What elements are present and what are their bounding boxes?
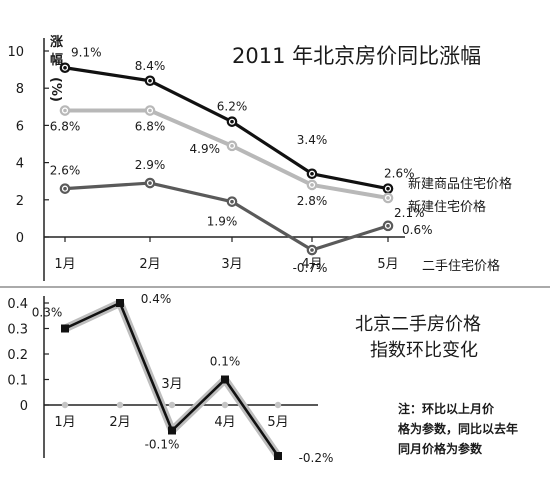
chart1-data-point-core	[63, 65, 67, 70]
chart1-legend-item: 二手住宅价格	[422, 258, 500, 274]
chart1-data-label: 2.9%	[135, 158, 166, 172]
chart2-data-point	[274, 452, 282, 460]
chart1-legend-item: 新建住宅价格	[408, 199, 486, 215]
chart1-data-point-core	[386, 224, 390, 228]
chart1-data-point-core	[310, 183, 314, 187]
chart2-ytick-label: 0.2	[7, 348, 28, 363]
chart1-xtick-label: 4月	[301, 257, 322, 272]
chart1-ylabel-line-1: 涨	[49, 35, 63, 50]
chart2-xtick-dot	[221, 401, 229, 409]
chart2-xtick-label: 4月	[214, 415, 235, 430]
chart1-data-label: 3.4%	[297, 133, 328, 147]
chart1-ytick-label: 2	[16, 194, 24, 209]
chart1-data-point-core	[386, 186, 390, 191]
chart2-title-line-2: 指数环比变化	[370, 340, 478, 361]
chart1-ytick-label: 10	[7, 45, 24, 60]
chart2-data-point	[221, 375, 229, 384]
chart1-series-3: 2.6% 2.9% 1.9% -0.7% 0.6%	[50, 158, 433, 275]
chart2-ytick-label: 0	[20, 399, 28, 414]
chart1-data-point-core	[230, 199, 234, 204]
chart2-xtick-dot	[61, 401, 69, 409]
chart1-series-2: 6.8% 6.8% 4.9% 2.8% 2.1%	[50, 105, 425, 220]
chart1-legend-item: 新建商品住宅价格	[408, 176, 512, 192]
chart2-note-line-2: 格为参数，同比以去年	[398, 421, 518, 436]
chart2-series-layer: 0.3% 0.4% -0.1% 0.1% -0.2%	[32, 292, 334, 465]
chart2-xtick-label: 3月	[161, 377, 182, 392]
chart1-data-point-core	[230, 144, 234, 148]
chart1-data-label: 1.9%	[207, 215, 238, 229]
chart1-data-label: 2.1%	[394, 206, 425, 220]
chart1-x-ticks: 1月 2月 3月 4月 5月	[54, 237, 399, 272]
chart2-series-1: 0.3% 0.4% -0.1% 0.1% -0.2%	[32, 292, 334, 465]
chart2-data-point	[168, 426, 176, 435]
chart1-data-point-core	[230, 119, 234, 124]
chart1-xtick-label: 3月	[221, 257, 242, 272]
chart2-xtick-dot	[116, 401, 124, 409]
chart1-xtick-label: 1月	[54, 257, 75, 272]
chart1-data-label: 4.9%	[190, 142, 221, 156]
chart1-data-label: 9.1%	[71, 46, 102, 60]
chart1-ytick-label: 4	[16, 157, 24, 172]
chart2-data-label: 0.3%	[32, 306, 63, 320]
chart2-data-label: -0.1%	[145, 438, 180, 452]
chart2-xtick-label: 5月	[267, 415, 288, 430]
chart1-data-point-core	[386, 196, 390, 200]
chart1-data-point-core	[148, 108, 152, 113]
chart1-ytick-label: 0	[16, 231, 24, 246]
chart1-xtick-label: 2月	[139, 257, 160, 272]
chart2-y-ticks: 0 0.1 0.2 0.3 0.4	[7, 297, 49, 414]
chart1-ylabel-line-3: (%)	[48, 77, 63, 102]
chart2-data-label: -0.2%	[299, 451, 334, 465]
chart1-data-point-core	[148, 181, 152, 185]
chart1-series-layer: 9.1% 8.4% 6.2% 3.4% 2.6% 6.8% 6.8% 4.9% 2.8% 2.1%…	[50, 46, 433, 275]
chart1-series-line	[64, 66, 389, 191]
chart1-data-label: 2.6%	[50, 164, 81, 178]
chart2-x-ticks: 1月 2月 3月 4月 5月	[54, 377, 288, 430]
chart-yoy-price-growth: 2011 年北京房价同比涨幅 涨 幅 (%) 0 2 4 6 8 10 1月 2月 3月 4月 5…	[7, 35, 512, 281]
chart1-data-label: 0.6%	[402, 223, 433, 237]
chart1-data-label: 6.8%	[50, 120, 81, 134]
chart1-title: 2011 年北京房价同比涨幅	[232, 44, 481, 68]
chart2-data-label: 0.1%	[210, 355, 241, 369]
chart1-data-label: -0.7%	[293, 261, 328, 275]
chart1-data-point-core	[63, 186, 67, 191]
chart2-xtick-dot	[168, 401, 176, 409]
chart1-data-label: 8.4%	[135, 59, 166, 73]
chart2-note-line-3: 同月价格为参数	[398, 441, 483, 456]
chart2-data-point	[61, 324, 69, 333]
chart2-ytick-label: 0.4	[7, 297, 28, 312]
chart1-data-label: 2.8%	[297, 194, 328, 208]
chart1-data-label: 2.6%	[384, 167, 415, 181]
chart2-data-point	[116, 299, 124, 307]
chart1-series-1: 9.1% 8.4% 6.2% 3.4% 2.6%	[59, 46, 415, 194]
chart2-xtick-label: 1月	[54, 415, 75, 430]
chart2-xtick-dot	[274, 401, 282, 409]
chart2-note-line-1: 注：环比以上月价	[398, 401, 495, 416]
chart1-data-point-core	[63, 108, 67, 113]
chart1-data-label: 6.2%	[217, 100, 248, 114]
chart1-data-point-core	[310, 171, 314, 176]
chart1-ylabel-line-2: 幅	[50, 52, 63, 68]
chart2-title-line-1: 北京二手房价格	[355, 314, 481, 335]
chart1-y-ticks: 0 2 4 6 8 10	[7, 45, 49, 246]
chart1-ytick-label: 6	[16, 119, 24, 134]
chart2-data-label: 0.4%	[141, 292, 172, 306]
chart2-ytick-label: 0.1	[7, 374, 28, 389]
chart1-xtick-label: 5月	[377, 257, 398, 272]
chart2-ytick-label: 0.3	[7, 323, 28, 338]
chart1-data-point-core	[310, 248, 314, 252]
chart1-data-label: 6.8%	[135, 120, 166, 134]
chart2-xtick-label: 2月	[109, 415, 130, 430]
chart1-ytick-label: 8	[16, 82, 24, 97]
chart1-data-point-core	[148, 78, 152, 83]
